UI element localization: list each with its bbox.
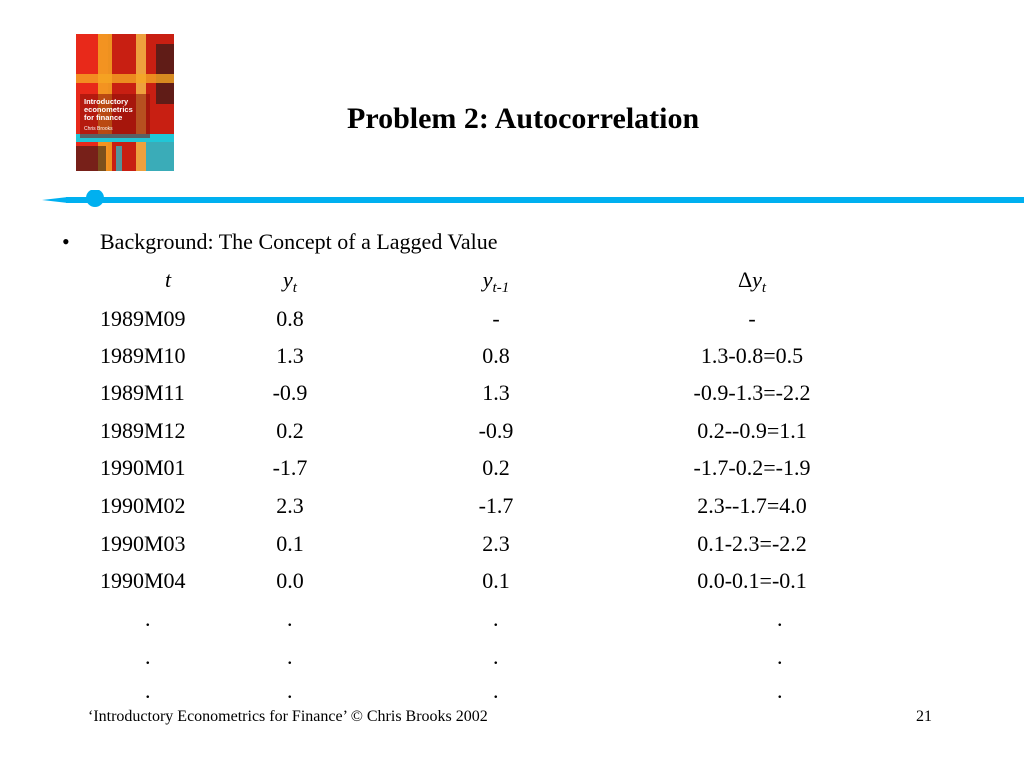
page-number: 21 [916, 708, 932, 725]
table-row: 1990M04 0.0 0.1 0.0-0.1=-0.1 [0, 568, 1024, 598]
cell-y-lag: - [492, 306, 500, 331]
cell-t: 1989M09 [100, 306, 186, 331]
continuation-row: . . . . [0, 678, 1024, 708]
cell-t: 1989M12 [100, 418, 186, 443]
cell-delta-y: 0.1-2.3=-2.2 [697, 531, 807, 556]
book-cover-author: Chris Brooks [84, 126, 113, 132]
cell-delta-y: 0.0-0.1=-0.1 [697, 568, 807, 593]
table-row: 1990M03 0.1 2.3 0.1-2.3=-2.2 [0, 531, 1024, 561]
cell-delta-y: 0.2--0.9=1.1 [697, 418, 807, 443]
cell-y: 0.2 [276, 418, 304, 443]
cell-t: 1990M01 [100, 455, 186, 480]
cell-t: 1989M11 [100, 380, 185, 405]
cell-delta-y: -0.9-1.3=-2.2 [693, 380, 811, 405]
book-cover: Introductory econometrics for finance Ch… [76, 34, 174, 171]
cell-t: 1990M02 [100, 493, 186, 518]
bullet-text: Background: The Concept of a Lagged Valu… [100, 229, 498, 254]
continuation-dot: . [145, 606, 151, 631]
cell-delta-y: 2.3--1.7=4.0 [697, 493, 807, 518]
cell-t: 1990M03 [100, 531, 186, 556]
cell-y: 1.3 [276, 343, 304, 368]
header-y-lag: yt-1 [482, 267, 510, 296]
continuation-dot: . [287, 606, 293, 631]
cell-t: 1989M10 [100, 343, 186, 368]
cell-delta-y: - [748, 306, 756, 331]
cell-y-lag: 0.1 [482, 568, 510, 593]
cell-y: 0.8 [276, 306, 304, 331]
bullet-marker: • [62, 229, 70, 254]
cell-t: 1990M04 [100, 568, 186, 593]
cell-delta-y: 1.3-0.8=0.5 [700, 343, 804, 368]
cell-y-lag: 0.2 [482, 455, 510, 480]
header-y: yt [283, 267, 297, 296]
cell-y: -0.9 [272, 380, 308, 405]
continuation-dot: . [287, 644, 293, 669]
footer-citation: ‘Introductory Econometrics for Finance’ … [88, 708, 488, 725]
continuation-dot: . [493, 678, 499, 703]
book-cover-title: Introductory econometrics for finance [84, 97, 133, 122]
continuation-dot: . [287, 678, 293, 703]
continuation-dot: . [777, 606, 783, 631]
continuation-row: . . . . [0, 606, 1024, 636]
title-divider [42, 190, 1024, 207]
book-cover-art [76, 34, 174, 171]
continuation-dot: . [777, 678, 783, 703]
continuation-dot: . [493, 644, 499, 669]
table-row: 1989M09 0.8 - - [0, 306, 1024, 336]
cell-y-lag: -1.7 [478, 493, 514, 518]
table-row: 1989M10 1.3 0.8 1.3-0.8=0.5 [0, 343, 1024, 373]
continuation-dot: . [777, 644, 783, 669]
slide-title: Problem 2: Autocorrelation [347, 102, 700, 135]
continuation-dot: . [145, 644, 151, 669]
continuation-dot: . [493, 606, 499, 631]
cell-y: 0.1 [276, 531, 304, 556]
table-row: 1989M11 -0.9 1.3 -0.9-1.3=-2.2 [0, 380, 1024, 410]
cell-y-lag: 1.3 [482, 380, 510, 405]
continuation-dot: . [145, 678, 151, 703]
header-delta-y: Δyt [737, 267, 767, 296]
continuation-row: . . . . [0, 644, 1024, 674]
cell-y-lag: 0.8 [482, 343, 510, 368]
cell-y-lag: -0.9 [478, 418, 514, 443]
header-t: t [164, 267, 172, 292]
table-header: t yt yt-1 Δyt [0, 267, 1024, 297]
cell-y: -1.7 [272, 455, 308, 480]
cell-y-lag: 2.3 [482, 531, 510, 556]
cell-y: 0.0 [276, 568, 304, 593]
cell-delta-y: -1.7-0.2=-1.9 [693, 455, 811, 480]
table-row: 1989M12 0.2 -0.9 0.2--0.9=1.1 [0, 418, 1024, 448]
table-row: 1990M01 -1.7 0.2 -1.7-0.2=-1.9 [0, 455, 1024, 485]
table-row: 1990M02 2.3 -1.7 2.3--1.7=4.0 [0, 493, 1024, 523]
cell-y: 2.3 [276, 493, 304, 518]
